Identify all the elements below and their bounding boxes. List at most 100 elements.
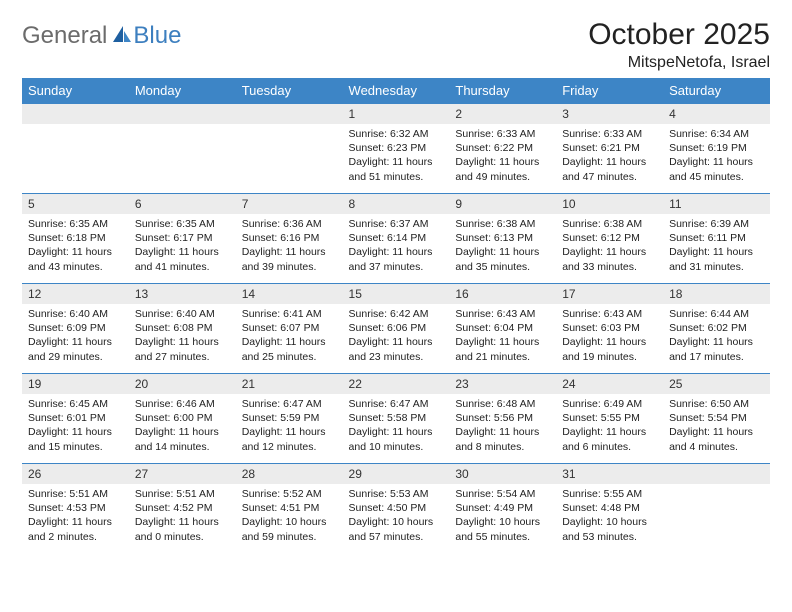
daylight-text-1: Daylight: 11 hours [349, 335, 444, 349]
day-number: 16 [449, 283, 556, 304]
sunrise-text: Sunrise: 6:35 AM [135, 217, 230, 231]
sunset-text: Sunset: 5:59 PM [242, 411, 337, 425]
daylight-text-1: Daylight: 11 hours [28, 245, 123, 259]
calendar-cell: 31Sunrise: 5:55 AMSunset: 4:48 PMDayligh… [556, 463, 663, 557]
day-number: 20 [129, 373, 236, 394]
daylight-text-2: and 15 minutes. [28, 440, 123, 454]
day-number: 8 [343, 193, 450, 214]
day-details: Sunrise: 6:33 AMSunset: 6:22 PMDaylight:… [449, 124, 556, 188]
calendar-cell: 16Sunrise: 6:43 AMSunset: 6:04 PMDayligh… [449, 283, 556, 373]
sunset-text: Sunset: 6:12 PM [562, 231, 657, 245]
day-number: 18 [663, 283, 770, 304]
day-number: 11 [663, 193, 770, 214]
sunset-text: Sunset: 5:58 PM [349, 411, 444, 425]
brand-part2: Blue [133, 22, 181, 50]
calendar-cell: 10Sunrise: 6:38 AMSunset: 6:12 PMDayligh… [556, 193, 663, 283]
day-header: Saturday [663, 78, 770, 103]
day-details: Sunrise: 6:38 AMSunset: 6:12 PMDaylight:… [556, 214, 663, 278]
calendar-cell [129, 103, 236, 193]
sunrise-text: Sunrise: 6:33 AM [562, 127, 657, 141]
day-number: 19 [22, 373, 129, 394]
day-details: Sunrise: 6:33 AMSunset: 6:21 PMDaylight:… [556, 124, 663, 188]
sunset-text: Sunset: 4:52 PM [135, 501, 230, 515]
daylight-text-2: and 17 minutes. [669, 350, 764, 364]
calendar-week: 5Sunrise: 6:35 AMSunset: 6:18 PMDaylight… [22, 193, 770, 283]
sunrise-text: Sunrise: 6:50 AM [669, 397, 764, 411]
day-details: Sunrise: 5:52 AMSunset: 4:51 PMDaylight:… [236, 484, 343, 548]
day-header: Thursday [449, 78, 556, 103]
title-block: October 2025 MitspeNetofa, Israel [588, 18, 770, 72]
day-details: Sunrise: 6:35 AMSunset: 6:18 PMDaylight:… [22, 214, 129, 278]
daylight-text-1: Daylight: 10 hours [349, 515, 444, 529]
day-number: 21 [236, 373, 343, 394]
calendar-cell: 4Sunrise: 6:34 AMSunset: 6:19 PMDaylight… [663, 103, 770, 193]
calendar-cell: 22Sunrise: 6:47 AMSunset: 5:58 PMDayligh… [343, 373, 450, 463]
sunset-text: Sunset: 6:21 PM [562, 141, 657, 155]
daylight-text-1: Daylight: 11 hours [135, 335, 230, 349]
day-details: Sunrise: 6:32 AMSunset: 6:23 PMDaylight:… [343, 124, 450, 188]
day-details: Sunrise: 6:46 AMSunset: 6:00 PMDaylight:… [129, 394, 236, 458]
daylight-text-1: Daylight: 11 hours [349, 425, 444, 439]
day-details: Sunrise: 5:54 AMSunset: 4:49 PMDaylight:… [449, 484, 556, 548]
day-number: 9 [449, 193, 556, 214]
daylight-text-2: and 55 minutes. [455, 530, 550, 544]
calendar-week: 19Sunrise: 6:45 AMSunset: 6:01 PMDayligh… [22, 373, 770, 463]
sunset-text: Sunset: 5:54 PM [669, 411, 764, 425]
daylight-text-2: and 25 minutes. [242, 350, 337, 364]
calendar-week: 1Sunrise: 6:32 AMSunset: 6:23 PMDaylight… [22, 103, 770, 193]
sunset-text: Sunset: 6:17 PM [135, 231, 230, 245]
daylight-text-2: and 10 minutes. [349, 440, 444, 454]
day-details: Sunrise: 6:40 AMSunset: 6:08 PMDaylight:… [129, 304, 236, 368]
day-details: Sunrise: 6:43 AMSunset: 6:04 PMDaylight:… [449, 304, 556, 368]
day-header: Monday [129, 78, 236, 103]
daylight-text-2: and 39 minutes. [242, 260, 337, 274]
day-details: Sunrise: 6:37 AMSunset: 6:14 PMDaylight:… [343, 214, 450, 278]
calendar-cell: 15Sunrise: 6:42 AMSunset: 6:06 PMDayligh… [343, 283, 450, 373]
daylight-text-1: Daylight: 11 hours [28, 335, 123, 349]
sunrise-text: Sunrise: 6:35 AM [28, 217, 123, 231]
daylight-text-2: and 49 minutes. [455, 170, 550, 184]
day-details: Sunrise: 6:42 AMSunset: 6:06 PMDaylight:… [343, 304, 450, 368]
sunrise-text: Sunrise: 5:54 AM [455, 487, 550, 501]
sunrise-text: Sunrise: 6:43 AM [455, 307, 550, 321]
calendar-cell [236, 103, 343, 193]
sunrise-text: Sunrise: 6:45 AM [28, 397, 123, 411]
calendar-cell: 12Sunrise: 6:40 AMSunset: 6:09 PMDayligh… [22, 283, 129, 373]
sunset-text: Sunset: 6:11 PM [669, 231, 764, 245]
calendar-cell: 6Sunrise: 6:35 AMSunset: 6:17 PMDaylight… [129, 193, 236, 283]
daylight-text-1: Daylight: 11 hours [669, 155, 764, 169]
day-number [663, 463, 770, 484]
day-number: 2 [449, 103, 556, 124]
brand-part1: General [22, 22, 107, 50]
calendar-body: 1Sunrise: 6:32 AMSunset: 6:23 PMDaylight… [22, 103, 770, 557]
day-details: Sunrise: 6:48 AMSunset: 5:56 PMDaylight:… [449, 394, 556, 458]
daylight-text-2: and 41 minutes. [135, 260, 230, 274]
month-title: October 2025 [588, 18, 770, 52]
location-text: MitspeNetofa, Israel [588, 54, 770, 72]
calendar-cell: 23Sunrise: 6:48 AMSunset: 5:56 PMDayligh… [449, 373, 556, 463]
sunset-text: Sunset: 6:18 PM [28, 231, 123, 245]
calendar-cell: 27Sunrise: 5:51 AMSunset: 4:52 PMDayligh… [129, 463, 236, 557]
sunset-text: Sunset: 6:16 PM [242, 231, 337, 245]
calendar-cell: 14Sunrise: 6:41 AMSunset: 6:07 PMDayligh… [236, 283, 343, 373]
calendar-cell: 17Sunrise: 6:43 AMSunset: 6:03 PMDayligh… [556, 283, 663, 373]
day-header: Sunday [22, 78, 129, 103]
day-number: 26 [22, 463, 129, 484]
day-details: Sunrise: 6:40 AMSunset: 6:09 PMDaylight:… [22, 304, 129, 368]
day-number: 4 [663, 103, 770, 124]
daylight-text-1: Daylight: 11 hours [562, 335, 657, 349]
calendar-cell: 8Sunrise: 6:37 AMSunset: 6:14 PMDaylight… [343, 193, 450, 283]
daylight-text-1: Daylight: 11 hours [669, 245, 764, 259]
daylight-text-2: and 57 minutes. [349, 530, 444, 544]
sunset-text: Sunset: 4:48 PM [562, 501, 657, 515]
sunrise-text: Sunrise: 5:52 AM [242, 487, 337, 501]
sunset-text: Sunset: 6:23 PM [349, 141, 444, 155]
brand-sail-icon [111, 24, 133, 49]
sunrise-text: Sunrise: 5:53 AM [349, 487, 444, 501]
daylight-text-1: Daylight: 10 hours [455, 515, 550, 529]
day-number: 15 [343, 283, 450, 304]
daylight-text-1: Daylight: 11 hours [242, 245, 337, 259]
calendar-cell: 3Sunrise: 6:33 AMSunset: 6:21 PMDaylight… [556, 103, 663, 193]
daylight-text-1: Daylight: 11 hours [562, 425, 657, 439]
day-details: Sunrise: 6:39 AMSunset: 6:11 PMDaylight:… [663, 214, 770, 278]
